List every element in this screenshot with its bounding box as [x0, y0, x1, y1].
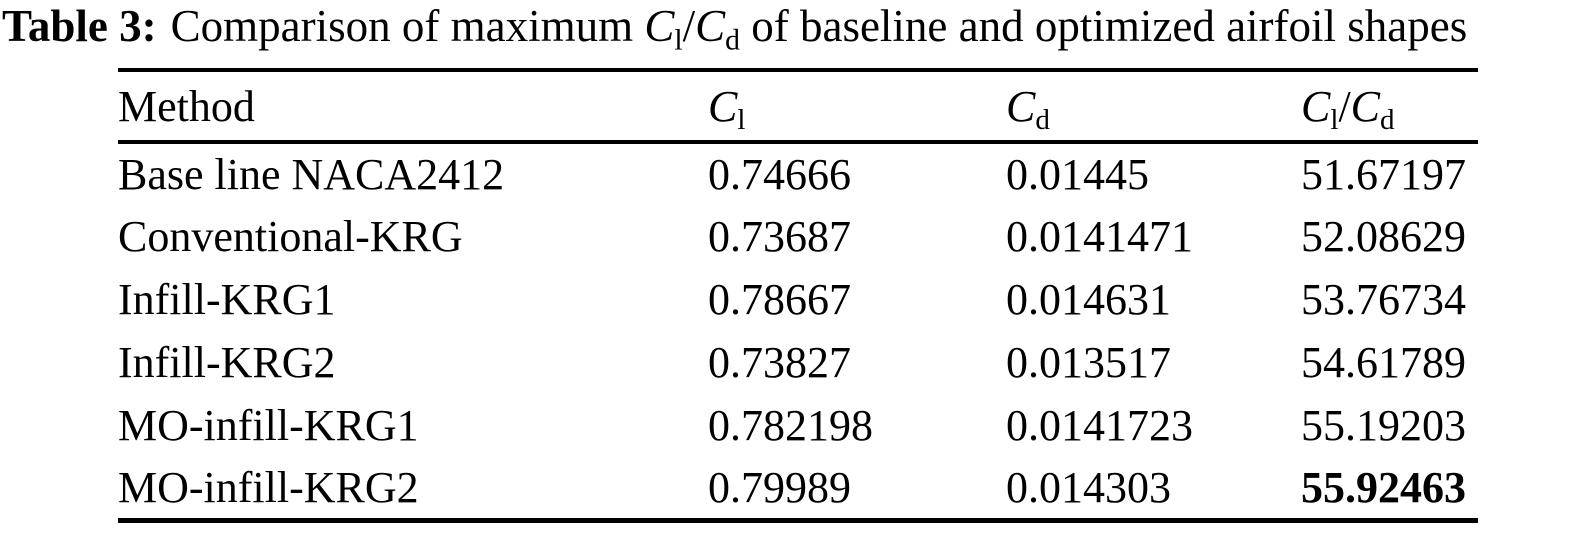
header-method: Method — [118, 81, 255, 131]
header-cl: Cl — [708, 81, 746, 136]
method-cell: Infill-KRG2 — [118, 338, 336, 387]
cl-cell: 0.79989 — [708, 462, 851, 512]
cd-cell: 0.014303 — [1006, 462, 1171, 512]
cl-cell: 0.73687 — [708, 212, 851, 261]
table-caption-label: Table 3: — [2, 1, 157, 51]
ratio-cell: 52.08629 — [1301, 212, 1466, 261]
cl-cell: 0.782198 — [708, 401, 873, 450]
table-row-infill-krg2: Infill-KRG2 0.73827 0.013517 54.61789 — [118, 331, 1478, 394]
table-row-conventional-krg: Conventional-KRG 0.73687 0.0141471 52.08… — [118, 205, 1478, 268]
cd-cell: 0.01445 — [1006, 150, 1149, 199]
ratio-cell-best: 55.92463 — [1301, 462, 1466, 512]
cd-cell: 0.013517 — [1006, 338, 1171, 387]
table-row-mo-infill-krg1: MO-infill-KRG1 0.782198 0.0141723 55.192… — [118, 394, 1478, 457]
ratio-cell: 53.76734 — [1301, 275, 1466, 324]
table-row-baseline: Base line NACA2412 0.74666 0.01445 51.67… — [118, 142, 1478, 205]
table-row-mo-infill-krg2: MO-infill-KRG2 0.79989 0.014303 55.92463 — [118, 457, 1478, 520]
method-cell: MO-infill-KRG2 — [118, 462, 419, 512]
ratio-cell: 51.67197 — [1301, 150, 1466, 199]
cd-cell: 0.014631 — [1006, 275, 1171, 324]
ratio-cell: 54.61789 — [1301, 338, 1466, 387]
table-caption: Table 3: Comparison of maximum Cl/Cd of b… — [2, 0, 1583, 57]
results-table: Method Cl Cd Cl/Cd Base line NACA2412 0.… — [118, 68, 1478, 523]
cd-cell: 0.0141723 — [1006, 401, 1193, 450]
table-header-row: Method Cl Cd Cl/Cd — [118, 70, 1478, 142]
table-caption-text-pre: Comparison of maximum — [170, 1, 645, 51]
cl-cell: 0.74666 — [708, 150, 851, 199]
table-caption-text-post: of baseline and optimized airfoil shapes — [739, 1, 1468, 51]
method-cell: MO-infill-KRG1 — [118, 401, 419, 450]
header-cd: Cd — [1006, 81, 1050, 136]
table-row-infill-krg1: Infill-KRG1 0.78667 0.014631 53.76734 — [118, 268, 1478, 331]
ratio-cell: 55.19203 — [1301, 401, 1466, 450]
caption-math-cl-cd: Cl/Cd — [644, 1, 740, 57]
cd-cell: 0.0141471 — [1006, 212, 1193, 261]
header-cl-cd-ratio: Cl/Cd — [1301, 81, 1395, 136]
cl-cell: 0.73827 — [708, 338, 851, 387]
method-cell: Infill-KRG1 — [118, 275, 336, 324]
cl-cell: 0.78667 — [708, 275, 851, 324]
method-cell: Conventional-KRG — [118, 212, 463, 261]
method-cell: Base line NACA2412 — [118, 150, 505, 199]
